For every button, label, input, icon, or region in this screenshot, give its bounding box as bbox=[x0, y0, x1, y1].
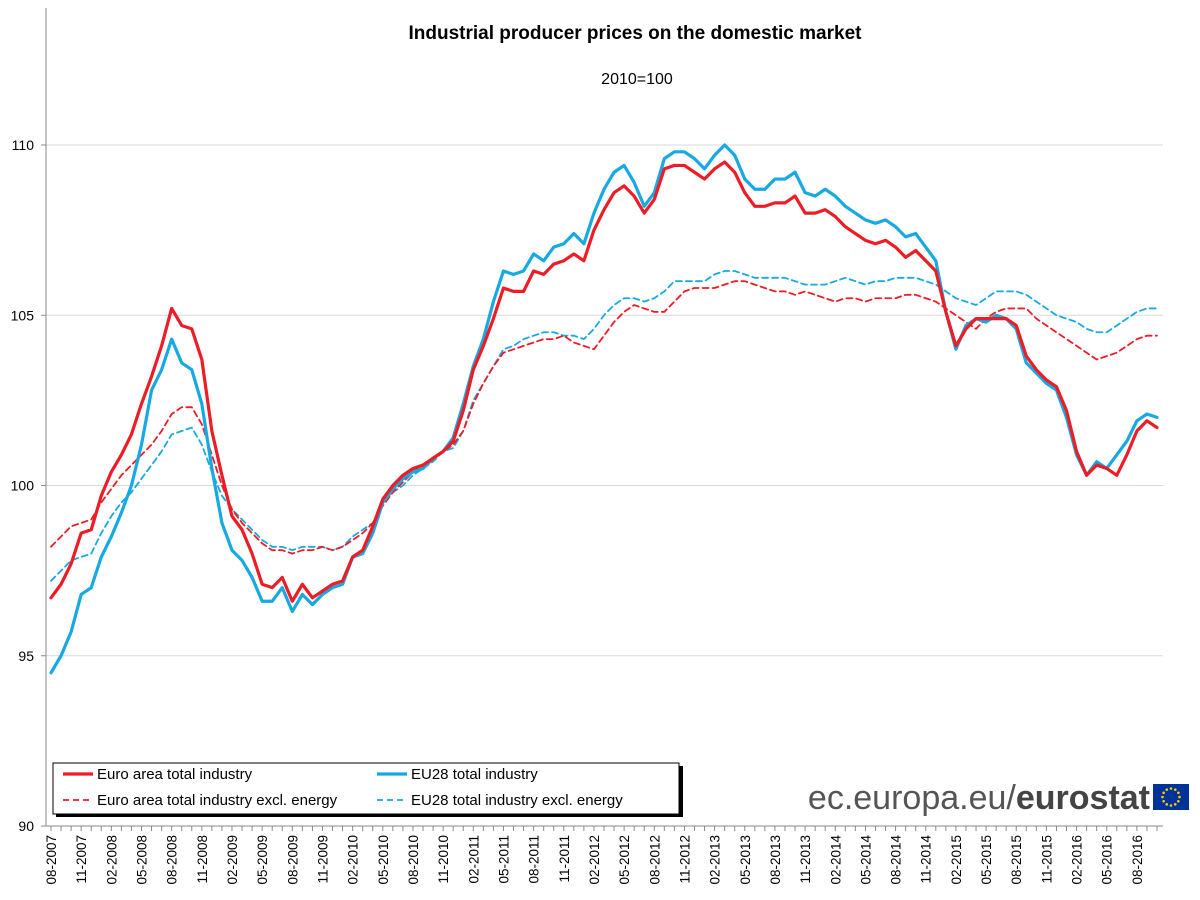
series-line-3 bbox=[50, 280, 1158, 555]
gridlines bbox=[41, 144, 1163, 827]
eu-flag-star bbox=[1165, 803, 1169, 806]
eu-flag-star bbox=[1162, 791, 1165, 795]
x-tick-label: 11-2012 bbox=[677, 835, 692, 884]
y-tick-label: 100 bbox=[11, 478, 35, 494]
legend-shadow-right bbox=[679, 766, 683, 817]
x-tick-label: 02-2013 bbox=[708, 835, 723, 885]
eu-flag-icon bbox=[1153, 784, 1189, 810]
eu-flag-star bbox=[1173, 788, 1177, 791]
x-tick-labels: 08-2007 11-2007 02-2008 05-2008 08-2008 11-20… bbox=[44, 835, 1145, 885]
legend-label: EU28 total industry bbox=[411, 766, 538, 783]
x-tick-label: 05-2008 bbox=[134, 835, 149, 885]
x-tick-label: 08-2016 bbox=[1130, 835, 1145, 885]
eu-flag-star bbox=[1177, 799, 1180, 803]
x-tick-label: 02-2014 bbox=[828, 835, 843, 885]
source-text: ec.europa.eu/eurostat bbox=[808, 779, 1150, 817]
source-site-brand: eurostat bbox=[1016, 779, 1150, 817]
x-tick-label: 05-2013 bbox=[738, 835, 753, 885]
x-tick-label: 08-2010 bbox=[406, 835, 421, 885]
chart-title: Industrial producer prices on the domest… bbox=[409, 23, 863, 44]
x-tick-label: 05-2011 bbox=[496, 835, 511, 884]
footer: ec.europa.eu/eurostat bbox=[808, 779, 1189, 817]
series-line-2 bbox=[49, 143, 1159, 675]
eu-flag-star bbox=[1162, 799, 1165, 803]
legend: Euro area total industry EU28 total indus… bbox=[52, 762, 683, 817]
legend-label: Euro area total industry bbox=[97, 766, 253, 783]
x-tick-label: 02-2010 bbox=[346, 835, 361, 885]
y-tick-label: 105 bbox=[11, 307, 35, 323]
eu-flag-star bbox=[1173, 803, 1177, 806]
x-tick-label: 05-2014 bbox=[858, 835, 873, 885]
x-tick-label: 05-2012 bbox=[617, 835, 632, 885]
x-tick-label: 08-2014 bbox=[889, 835, 904, 885]
x-tick-label: 05-2010 bbox=[376, 835, 391, 885]
x-tick-label: 11-2015 bbox=[1039, 835, 1054, 884]
x-tick-label: 08-2013 bbox=[768, 835, 783, 885]
eu-flag-star bbox=[1165, 788, 1169, 791]
x-tick-label: 02-2009 bbox=[225, 835, 240, 885]
eu-flag-star bbox=[1161, 795, 1164, 799]
x-tick-label: 08-2012 bbox=[647, 835, 662, 885]
source-site-prefix: ec.europa.eu/ bbox=[808, 779, 1016, 817]
x-tick-label: 11-2013 bbox=[798, 835, 813, 884]
x-tick-label: 11-2010 bbox=[436, 835, 451, 884]
series-lines bbox=[49, 143, 1159, 675]
chart-subtitle: 2010=100 bbox=[601, 71, 673, 88]
eu-flag-star bbox=[1178, 795, 1181, 799]
y-tick-labels: 90 95 100 105 110 bbox=[11, 137, 35, 834]
x-tick-label: 08-2008 bbox=[165, 835, 180, 885]
legend-shadow-bottom bbox=[56, 814, 683, 817]
x-tick-label: 08-2009 bbox=[285, 835, 300, 885]
x-tick-label: 02-2016 bbox=[1070, 835, 1085, 885]
x-tick-label: 05-2016 bbox=[1100, 835, 1115, 885]
x-tick-label: 05-2015 bbox=[979, 835, 994, 885]
eu-flag-star bbox=[1177, 791, 1180, 795]
y-tick-label: 110 bbox=[12, 137, 35, 153]
x-tick-label: 11-2009 bbox=[315, 835, 330, 884]
x-tick-label: 02-2008 bbox=[104, 835, 119, 885]
x-tick-label: 11-2014 bbox=[919, 835, 934, 884]
y-tick-label: 90 bbox=[18, 818, 34, 834]
x-tick-label: 11-2008 bbox=[195, 835, 210, 884]
x-tick-label: 08-2015 bbox=[1009, 835, 1024, 885]
x-tick-label: 02-2012 bbox=[587, 835, 602, 885]
legend-box bbox=[52, 762, 680, 815]
x-tick-label: 11-2011 bbox=[557, 835, 572, 883]
axes bbox=[45, 8, 1163, 831]
x-tick-label: 02-2015 bbox=[949, 835, 964, 885]
series-line-1 bbox=[49, 160, 1159, 603]
eu-flag-star bbox=[1169, 804, 1173, 807]
y-tick-label: 95 bbox=[18, 648, 34, 664]
legend-label: Euro area total industry excl. energy bbox=[97, 792, 338, 809]
x-tick-label: 08-2011 bbox=[527, 835, 542, 884]
legend-label: EU28 total industry excl. energy bbox=[411, 792, 623, 809]
x-tick-label: 11-2007 bbox=[74, 835, 89, 884]
x-tick-label: 08-2007 bbox=[44, 835, 59, 885]
eu-flag-star bbox=[1169, 787, 1173, 790]
x-tick-label: 05-2009 bbox=[255, 835, 270, 885]
x-tick-label: 02-2011 bbox=[466, 835, 481, 884]
